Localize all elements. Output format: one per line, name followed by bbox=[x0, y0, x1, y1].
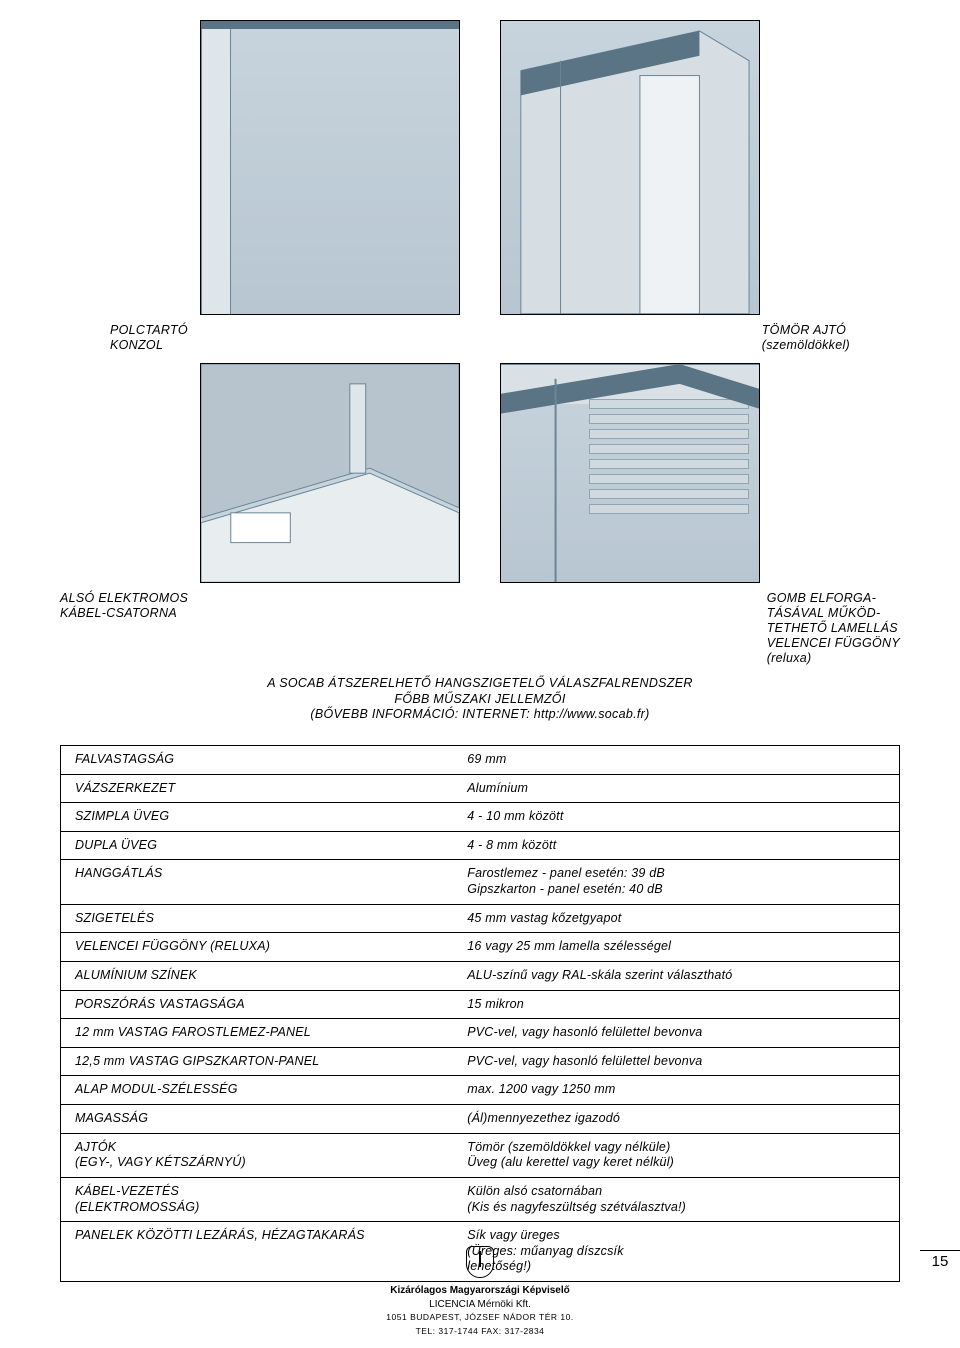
spec-label: SZIMPLA ÜVEG bbox=[61, 803, 463, 831]
figure-cable-channel-drawing bbox=[201, 364, 459, 582]
title-line-1: A SOCAB ÁTSZERELHETŐ HANGSZIGETELŐ VÁLAS… bbox=[60, 676, 900, 692]
caption-cable-channel: ALSÓ ELEKTROMOS KÁBEL-CSATORNA bbox=[60, 591, 188, 666]
spec-label: FALVASTAGSÁG bbox=[61, 746, 463, 774]
spec-value: PVC-vel, vagy hasonló felülettel bevonva bbox=[463, 1048, 899, 1076]
spec-label: ALAP MODUL-SZÉLESSÉG bbox=[61, 1076, 463, 1104]
footer-logo-icon bbox=[466, 1246, 494, 1278]
spec-row: FALVASTAGSÁG69 mm bbox=[61, 746, 899, 774]
spec-value: max. 1200 vagy 1250 mm bbox=[463, 1076, 899, 1104]
spec-label: ALUMÍNIUM SZÍNEK bbox=[61, 962, 463, 990]
spec-value: 45 mm vastag kőzetgyapot bbox=[463, 905, 899, 933]
spec-value: 4 - 8 mm között bbox=[463, 832, 899, 860]
spec-label: AJTÓK(EGY-, VAGY KÉTSZÁRNYÚ) bbox=[61, 1134, 463, 1177]
spec-label: VÁZSZERKEZET bbox=[61, 775, 463, 803]
spec-label: MAGASSÁG bbox=[61, 1105, 463, 1133]
bottom-figure-row bbox=[60, 363, 900, 583]
spec-row: SZIGETELÉS45 mm vastag kőzetgyapot bbox=[61, 904, 899, 933]
title-line-3: (BŐVEBB INFORMÁCIÓ: INTERNET: http://www… bbox=[60, 707, 900, 723]
spec-value: Tömör (szemöldökkel vagy nélküle)Üveg (a… bbox=[463, 1134, 899, 1177]
figure-solid-door bbox=[500, 20, 760, 315]
spec-row: KÁBEL-VEZETÉS(ELEKTROMOSSÁG)Külön alsó c… bbox=[61, 1177, 899, 1221]
spec-value: 16 vagy 25 mm lamella szélességel bbox=[463, 933, 899, 961]
spec-value: PVC-vel, vagy hasonló felülettel bevonva bbox=[463, 1019, 899, 1047]
spec-row: PORSZÓRÁS VASTAGSÁGA15 mikron bbox=[61, 990, 899, 1019]
top-figure-row bbox=[60, 20, 900, 315]
figure-shelf-bracket bbox=[200, 20, 460, 315]
figure-venetian-blind bbox=[500, 363, 760, 583]
spec-row: ALAP MODUL-SZÉLESSÉGmax. 1200 vagy 1250 … bbox=[61, 1075, 899, 1104]
spec-value: 4 - 10 mm között bbox=[463, 803, 899, 831]
spec-row: HANGGÁTLÁSFarostlemez - panel esetén: 39… bbox=[61, 859, 899, 903]
footer-line-3: 1051 BUDAPEST, JÓZSEF NÁDOR TÉR 10. bbox=[386, 1312, 573, 1322]
figure-solid-door-drawing bbox=[501, 21, 759, 314]
spec-label: SZIGETELÉS bbox=[61, 905, 463, 933]
spec-table: FALVASTAGSÁG69 mmVÁZSZERKEZETAlumíniumSZ… bbox=[60, 745, 900, 1282]
spec-row: MAGASSÁG(Ál)mennyezethez igazodó bbox=[61, 1104, 899, 1133]
spec-value: ALU-színű vagy RAL-skála szerint választ… bbox=[463, 962, 899, 990]
footer-line-2: LICENCIA Mérnöki Kft. bbox=[0, 1298, 960, 1312]
spec-row: VELENCEI FÜGGÖNY (RELUXA)16 vagy 25 mm l… bbox=[61, 932, 899, 961]
caption-shelf-bracket: POLCTARTÓ KONZOL bbox=[110, 323, 188, 353]
spec-row: DUPLA ÜVEG4 - 8 mm között bbox=[61, 831, 899, 860]
footer-line-4: TEL: 317-1744 FAX: 317-2834 bbox=[416, 1326, 545, 1336]
footer-line-1: Kizárólagos Magyarországi Képviselő bbox=[390, 1285, 570, 1296]
spec-value: 69 mm bbox=[463, 746, 899, 774]
top-captions: POLCTARTÓ KONZOL TÖMÖR AJTÓ (szemöldökke… bbox=[60, 323, 900, 353]
spec-label: 12,5 mm VASTAG GIPSZKARTON-PANEL bbox=[61, 1048, 463, 1076]
caption-venetian-blind: GOMB ELFORGA- TÁSÁVAL MŰKÖD- TETHETŐ LAM… bbox=[767, 591, 900, 666]
spec-row: 12 mm VASTAG FAROSTLEMEZ-PANELPVC-vel, v… bbox=[61, 1018, 899, 1047]
spec-row: ALUMÍNIUM SZÍNEKALU-színű vagy RAL-skála… bbox=[61, 961, 899, 990]
spec-value: Farostlemez - panel esetén: 39 dBGipszka… bbox=[463, 860, 899, 903]
spec-label: KÁBEL-VEZETÉS(ELEKTROMOSSÁG) bbox=[61, 1178, 463, 1221]
title-block: A SOCAB ÁTSZERELHETŐ HANGSZIGETELŐ VÁLAS… bbox=[60, 676, 900, 723]
spec-value: Alumínium bbox=[463, 775, 899, 803]
spec-label: 12 mm VASTAG FAROSTLEMEZ-PANEL bbox=[61, 1019, 463, 1047]
spec-row: AJTÓK(EGY-, VAGY KÉTSZÁRNYÚ)Tömör (szemö… bbox=[61, 1133, 899, 1177]
spec-label: VELENCEI FÜGGÖNY (RELUXA) bbox=[61, 933, 463, 961]
figure-cable-channel bbox=[200, 363, 460, 583]
title-line-2: FŐBB MŰSZAKI JELLEMZŐI bbox=[60, 692, 900, 708]
spec-value: Külön alsó csatornában(Kis és nagyfeszül… bbox=[463, 1178, 899, 1221]
spec-row: VÁZSZERKEZETAlumínium bbox=[61, 774, 899, 803]
spec-label: PORSZÓRÁS VASTAGSÁGA bbox=[61, 991, 463, 1019]
spec-value: 15 mikron bbox=[463, 991, 899, 1019]
spec-row: SZIMPLA ÜVEG4 - 10 mm között bbox=[61, 802, 899, 831]
spec-label: DUPLA ÜVEG bbox=[61, 832, 463, 860]
caption-solid-door: TÖMÖR AJTÓ (szemöldökkel) bbox=[762, 323, 850, 353]
spec-row: 12,5 mm VASTAG GIPSZKARTON-PANELPVC-vel,… bbox=[61, 1047, 899, 1076]
spec-value: (Ál)mennyezethez igazodó bbox=[463, 1105, 899, 1133]
footer: Kizárólagos Magyarországi Képviselő LICE… bbox=[0, 1246, 960, 1338]
spec-label: HANGGÁTLÁS bbox=[61, 860, 463, 903]
figure-venetian-blind-drawing bbox=[501, 364, 759, 582]
bottom-captions: ALSÓ ELEKTROMOS KÁBEL-CSATORNA GOMB ELFO… bbox=[60, 591, 900, 666]
